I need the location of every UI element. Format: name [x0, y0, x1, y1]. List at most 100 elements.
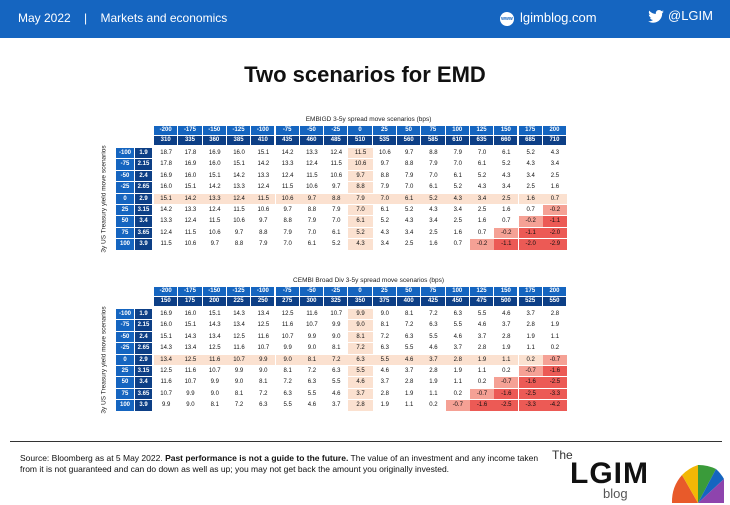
table-cell: 1.6 — [453, 229, 462, 236]
table-cell: 8.8 — [348, 182, 373, 193]
table-cell: -1.1 — [518, 227, 543, 239]
table-cell: 3.7 — [421, 354, 446, 365]
column-header-move: -25 — [324, 126, 348, 135]
date-label: May 2022 — [18, 11, 71, 25]
table-cell: 13.3 — [233, 184, 245, 191]
table-cell: 11.6 — [233, 345, 245, 352]
table-cell: 14.3 — [208, 322, 221, 329]
table-cell: 10.7 — [306, 322, 318, 329]
table-cell: -2.0 — [542, 227, 568, 239]
row-header-move: 75 — [116, 227, 134, 239]
table-cell: 9.0 — [332, 333, 341, 340]
table-cell: 18.7 — [160, 150, 172, 156]
table-cell: -0.7 — [445, 400, 470, 411]
table-cell: 1.9 — [550, 322, 560, 329]
table-cell: 14.2 — [233, 172, 245, 179]
table-cell: 4.6 — [397, 354, 422, 365]
table-cell: 5.5 — [283, 402, 292, 409]
table-cell: 8.1 — [299, 354, 325, 365]
row-axis-label: 3y US Treasury yield move scenarios — [100, 145, 108, 253]
row-header-move: 50 — [116, 377, 134, 388]
table-cell: 7.0 — [307, 229, 317, 236]
column-header-level: 500 — [494, 297, 518, 306]
table-cell: 10.7 — [184, 379, 197, 386]
row-header-level: 3.65 — [135, 227, 152, 239]
column-header-level: 660 — [494, 136, 518, 145]
column-header-level: 150 — [154, 297, 178, 306]
table-cell: 1.9 — [502, 345, 511, 352]
table-cell: 16.0 — [184, 172, 197, 179]
divider — [10, 441, 722, 442]
table-cell: 7.2 — [259, 390, 268, 397]
table-cell: 5.2 — [421, 193, 446, 204]
table-cell: -2.5 — [542, 377, 568, 388]
table-cell: 11.6 — [160, 379, 172, 386]
blog-link[interactable]: www lgimblog.com — [500, 10, 597, 26]
table-cell: 13.3 — [257, 172, 270, 179]
table-cell: 13.4 — [184, 345, 197, 352]
source-note: Source: Bloomberg as at 5 May 2022. Past… — [20, 453, 540, 475]
table-cell: 11.5 — [306, 172, 318, 179]
row-header-level: 3.9 — [135, 239, 152, 250]
table-cell: 5.2 — [477, 172, 487, 179]
table-cell: 12.4 — [226, 193, 252, 204]
row-header-move: 100 — [116, 400, 134, 411]
table-cell: 13.4 — [208, 333, 221, 340]
table-cell: -2.9 — [542, 239, 568, 250]
table-cell: 14.2 — [178, 193, 203, 204]
table-cell: 2.8 — [526, 322, 535, 329]
table-cell: 1.9 — [469, 354, 495, 365]
table-cell: 13.4 — [233, 322, 245, 329]
column-header-level: 560 — [397, 136, 421, 145]
table-cell: 16.0 — [208, 161, 221, 168]
separator: | — [84, 11, 88, 25]
table-cell: 2.8 — [380, 390, 389, 397]
table-cell: 4.6 — [429, 345, 438, 352]
table-cell: 7.2 — [404, 322, 414, 329]
table-cell: 9.7 — [332, 184, 341, 191]
table-cell: 9.9 — [348, 309, 373, 320]
column-header-move: -100 — [251, 287, 275, 296]
table-cell: 10.6 — [348, 159, 373, 170]
table-cell: 0.7 — [526, 207, 535, 213]
table-cell: 5.5 — [307, 390, 317, 397]
table-cell: 5.5 — [429, 333, 438, 340]
column-header-level: 510 — [348, 136, 372, 145]
table-cell: 11.5 — [282, 184, 294, 191]
column-header-move: -150 — [202, 287, 226, 296]
table-cell: 3.4 — [469, 193, 495, 204]
table-cell: 10.7 — [257, 345, 270, 352]
column-header-level: 410 — [251, 136, 275, 145]
table-cell: 2.5 — [429, 229, 438, 236]
table-cell: 1.9 — [404, 390, 414, 397]
column-header-move: -175 — [178, 126, 202, 135]
column-header-move: 25 — [372, 287, 396, 296]
table-cell: 10.6 — [306, 184, 318, 191]
table-cell: 10.7 — [226, 354, 252, 365]
section-link[interactable]: Markets and economics — [100, 11, 228, 25]
table-cell: 9.0 — [234, 379, 244, 386]
table-cell: 9.9 — [234, 368, 244, 374]
table-cell: 13.3 — [160, 218, 172, 225]
table-cell: 16.9 — [184, 161, 197, 168]
table-cell: 6.1 — [429, 184, 438, 191]
column-header-level: 310 — [154, 136, 178, 145]
column-header-level: 325 — [324, 297, 348, 306]
table-cell: 7.0 — [348, 205, 373, 216]
table-cell: 16.9 — [160, 172, 172, 179]
table-cell: 4.3 — [445, 193, 470, 204]
table-cell: -0.2 — [469, 239, 495, 250]
table-cell: 16.0 — [184, 311, 197, 317]
table-cell: 0.2 — [550, 345, 560, 352]
table-cell: 9.9 — [210, 379, 219, 386]
table-cell: 14.2 — [160, 207, 172, 213]
twitter-link[interactable]: @LGIM — [648, 8, 713, 23]
table-cell: 7.0 — [477, 150, 487, 156]
table-cell: -0.7 — [518, 366, 543, 377]
table-cell: 14.2 — [281, 150, 294, 156]
table-cell: 6.1 — [477, 161, 487, 168]
table-cell: 13.4 — [154, 354, 179, 365]
table-cell: 12.4 — [257, 184, 270, 191]
table-cell: 1.1 — [526, 345, 535, 352]
column-header-move: 0 — [348, 287, 372, 296]
